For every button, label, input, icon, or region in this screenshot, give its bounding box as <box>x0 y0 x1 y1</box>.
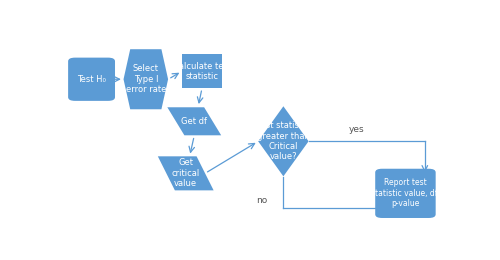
Polygon shape <box>124 49 168 109</box>
Polygon shape <box>258 106 308 176</box>
Text: Report test
statistic value, df,
p-value: Report test statistic value, df, p-value <box>371 178 440 208</box>
Polygon shape <box>168 107 221 135</box>
Polygon shape <box>158 156 214 190</box>
Text: Get
critical
value: Get critical value <box>172 158 200 188</box>
Bar <box>182 54 222 88</box>
Text: yes: yes <box>349 125 365 134</box>
FancyBboxPatch shape <box>375 169 436 218</box>
Text: no: no <box>256 196 268 205</box>
FancyBboxPatch shape <box>68 58 115 101</box>
Text: Get df: Get df <box>181 117 208 126</box>
Text: Select
Type I
error rate: Select Type I error rate <box>126 64 166 94</box>
Text: Test statistic
greater than
Critical
value?: Test statistic greater than Critical val… <box>257 121 310 161</box>
Text: Test H₀: Test H₀ <box>77 75 106 84</box>
Text: Calculate test
statistic: Calculate test statistic <box>173 62 231 81</box>
